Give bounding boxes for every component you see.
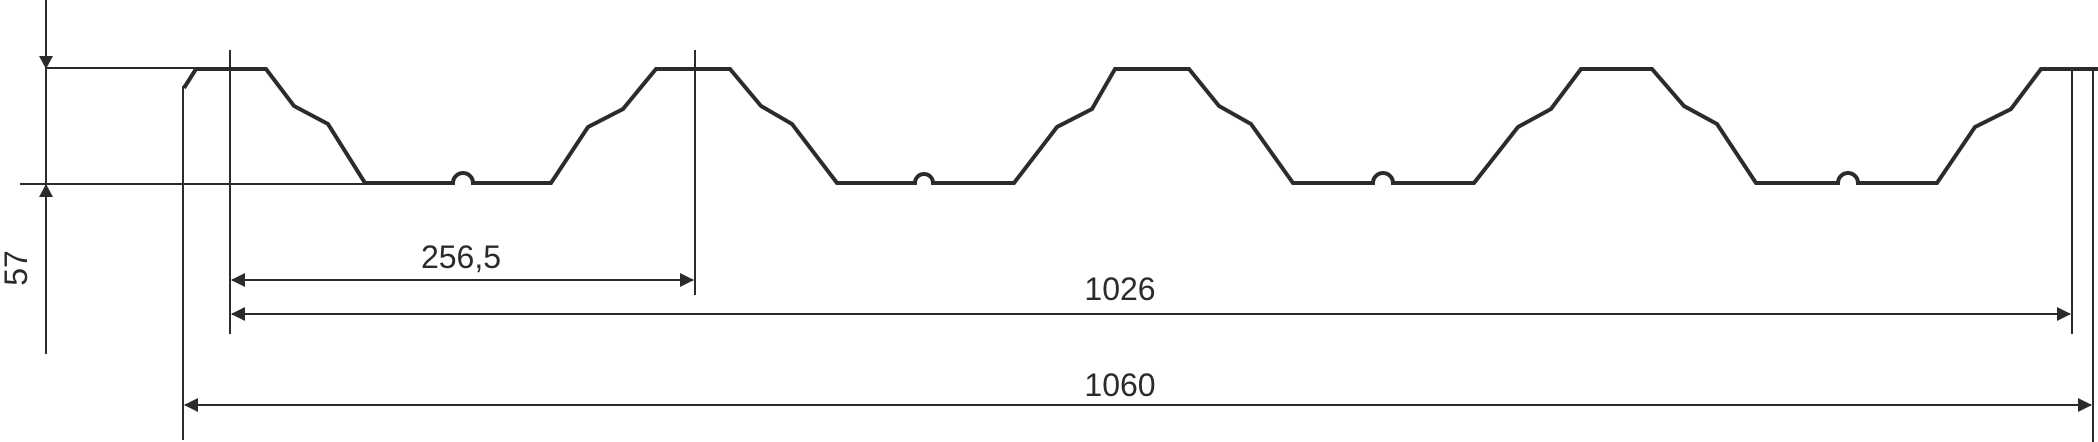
total-width-arrow-left [184,398,198,412]
height-arrow-top [39,56,53,69]
height-arrow-bottom [39,184,53,197]
total-width-label: 1060 [1084,367,1155,403]
pitch-arrow-left [231,273,245,287]
effective-width-arrow-left [231,307,245,321]
pitch-arrow-right [680,273,694,287]
height-label: 57 [0,250,34,286]
profile-outline [182,67,2098,185]
total-width-arrow-right [2078,398,2092,412]
pitch-label: 256,5 [421,239,501,275]
effective-width-arrow-right [2057,307,2071,321]
effective-width-label: 1026 [1084,271,1155,307]
